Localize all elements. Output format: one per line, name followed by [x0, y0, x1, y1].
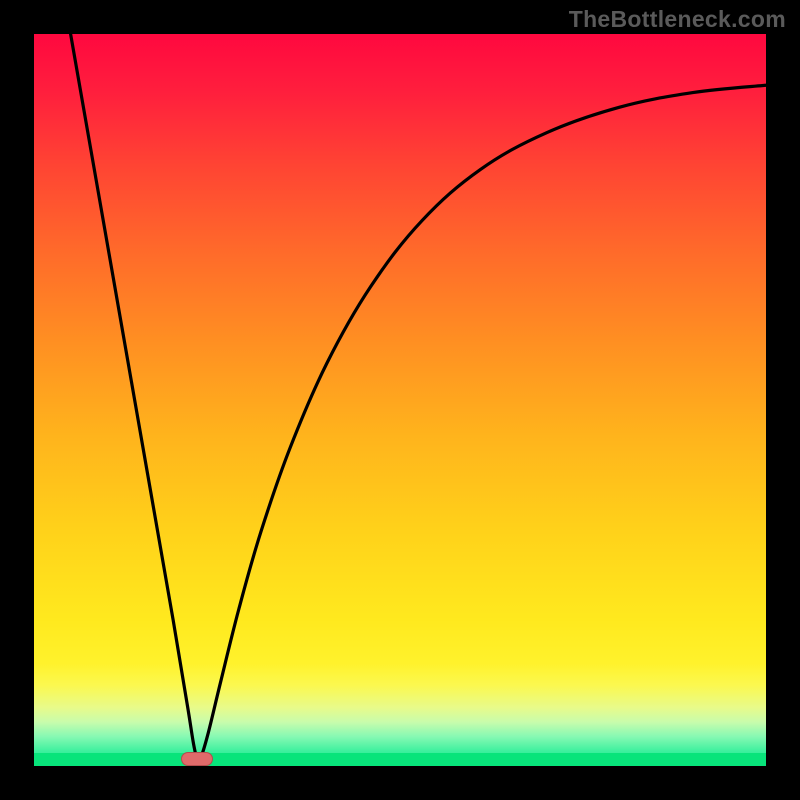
- chart-container: TheBottleneck.com: [0, 0, 800, 800]
- curve-svg: [34, 34, 766, 766]
- bottleneck-curve: [71, 34, 766, 761]
- minimum-marker: [181, 752, 213, 766]
- watermark-text: TheBottleneck.com: [569, 6, 786, 33]
- plot-area: [34, 34, 766, 766]
